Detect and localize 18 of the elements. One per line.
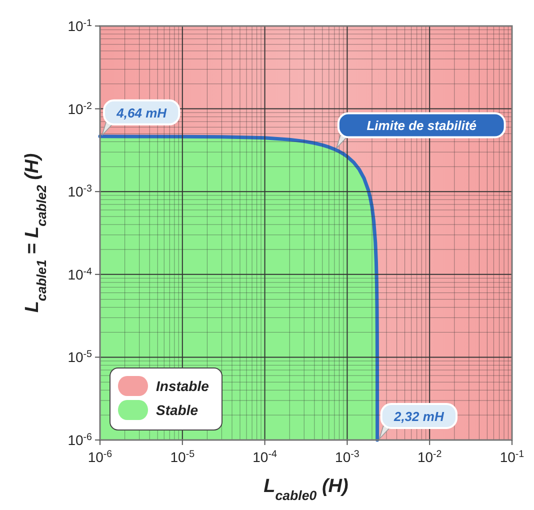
y-tick-label: 10$^{-3}$: [68, 183, 93, 200]
annotation: 4,64 mH: [116, 105, 168, 120]
legend-label: Stable: [156, 402, 198, 418]
y-tick-label: 10$^{-6}$: [68, 432, 93, 448]
x-tick-label: 10$^{-5}$: [170, 448, 196, 465]
y-tick-label: 10$^{-4}$: [68, 266, 93, 282]
x-axis-title: L$_{cable0}$ (H): [264, 476, 348, 502]
y-tick-label: 10$^{-2}$: [68, 100, 92, 117]
y-tick-label: 10$^{-1}$: [68, 18, 92, 34]
x-tick-label: 10$^{-3}$: [335, 448, 360, 465]
x-tick-label: 10$^{-6}$: [88, 448, 113, 465]
x-tick-label: 10$^{-4}$: [252, 448, 278, 465]
y-tick-label: 10$^{-5}$: [68, 348, 93, 366]
band-label: Instable: [156, 378, 210, 394]
annotation: Limite de stabilité: [366, 118, 477, 134]
annotation: 2,32 mH: [392, 409, 444, 424]
x-tick-label: 10$^{-1}$: [500, 448, 524, 465]
x-tick-label: 10$^{-2}$: [417, 448, 442, 465]
